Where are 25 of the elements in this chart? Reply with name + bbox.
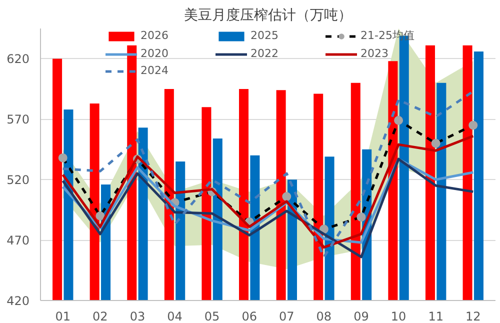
x-tick-label: 10 xyxy=(390,310,406,323)
legend-label: 2022 xyxy=(250,47,280,60)
legend-label: 2026 xyxy=(140,29,170,42)
x-tick-label: 01 xyxy=(55,310,71,323)
y-tick-label: 570 xyxy=(6,112,30,127)
y-tick-label: 470 xyxy=(6,234,30,248)
chart-title: 美豆月度压榨估计（万吨） xyxy=(184,8,352,24)
x-tick-label: 12 xyxy=(465,310,481,323)
x-tick-label: 04 xyxy=(167,310,182,323)
x-tick-label: 05 xyxy=(204,310,220,323)
legend-label: 2024 xyxy=(140,64,170,77)
x-tick-label: 02 xyxy=(92,310,108,323)
legend-label: 21-25均值 xyxy=(360,28,416,43)
y-tick-label: 620 xyxy=(6,52,30,66)
legend-label: 2023 xyxy=(360,47,390,60)
legend-label: 2020 xyxy=(140,47,170,60)
y-tick-label: 420 xyxy=(6,294,30,308)
x-tick-label: 09 xyxy=(354,310,369,323)
x-tick-label: 07 xyxy=(279,310,294,323)
legend-label: 2025 xyxy=(250,29,280,42)
x-tick-label: 06 xyxy=(242,310,257,323)
x-tick-label: 03 xyxy=(130,310,146,323)
y-tick-label: 520 xyxy=(6,173,30,188)
x-tick-label: 11 xyxy=(428,310,444,323)
x-tick-label: 08 xyxy=(316,310,332,323)
